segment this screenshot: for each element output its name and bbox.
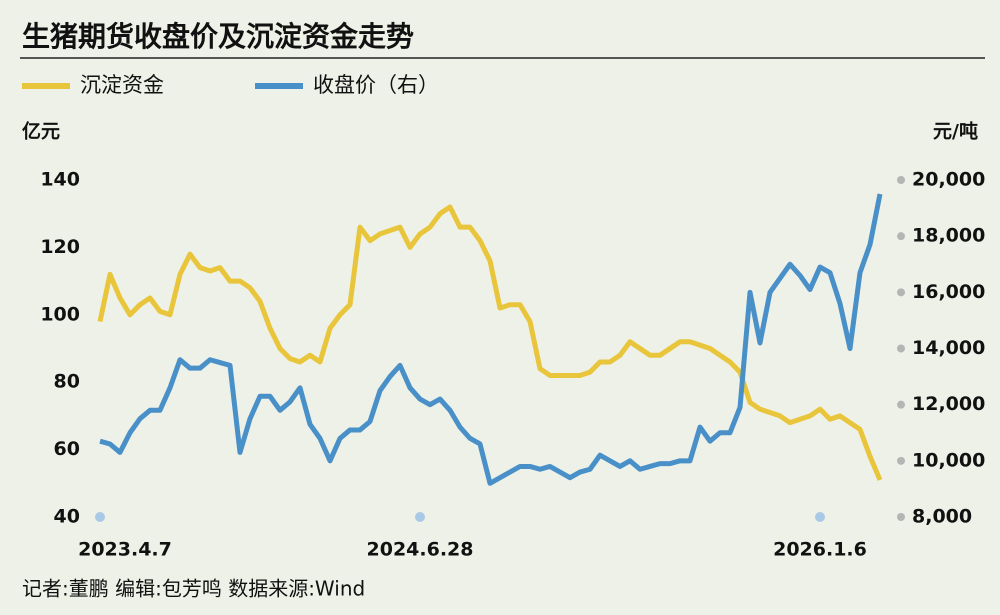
y2-axis-label: 元/吨: [933, 120, 978, 143]
y-tick-label: 60: [54, 438, 80, 460]
x-tick-dot: [95, 512, 105, 522]
y-tick-label: 100: [40, 303, 80, 325]
y-axis-label: 亿元: [22, 120, 60, 143]
y2-tick-dot: [897, 513, 905, 521]
y2-tick-label: 14,000: [912, 337, 985, 359]
y2-tick-label: 16,000: [912, 281, 985, 303]
y2-tick-label: 18,000: [912, 225, 985, 247]
x-tick-dot: [815, 512, 825, 522]
y2-tick-dot: [897, 456, 905, 465]
x-tick-label: 2024.6.28: [367, 539, 474, 561]
y2-tick-dot: [897, 288, 905, 297]
y2-tick-dot: [897, 344, 905, 353]
y2-tick-label: 8,000: [912, 506, 972, 528]
y-tick-label: 40: [54, 506, 80, 528]
series-line: [99, 193, 883, 486]
x-tick-dot: [415, 512, 425, 522]
y2-tick-label: 20,000: [912, 169, 985, 191]
y-tick-label: 120: [40, 236, 80, 258]
y2-tick-dot: [897, 176, 905, 184]
legend-label: 收盘价（右）: [313, 73, 439, 97]
chart-title: 生猪期货收盘价及沉淀资金走势: [22, 20, 414, 53]
legend-label: 沉淀资金: [80, 73, 164, 97]
y2-tick-dot: [897, 232, 905, 241]
x-tick-label: 2023.4.7: [78, 539, 172, 561]
series-line: [97, 204, 883, 481]
y-tick-label: 140: [40, 169, 80, 191]
y-tick-label: 80: [54, 371, 80, 393]
y2-tick-label: 12,000: [912, 393, 985, 415]
y2-tick-label: 10,000: [912, 449, 985, 471]
footer: 记者:董鹏 编辑:包芳鸣 数据来源:Wind: [22, 577, 365, 601]
y2-tick-dot: [897, 400, 905, 409]
x-tick-label: 2026.1.6: [773, 539, 867, 561]
